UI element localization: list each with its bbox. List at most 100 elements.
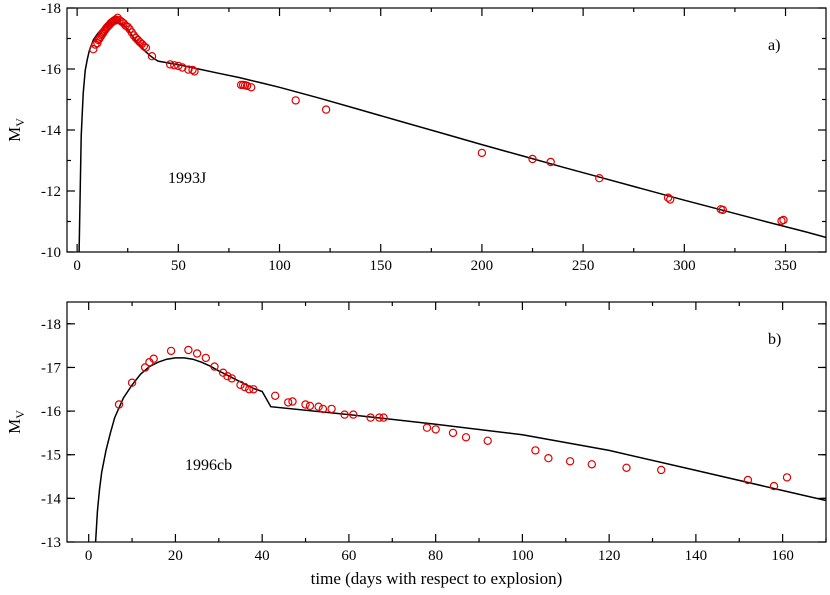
data-layer <box>78 13 826 252</box>
observed-point <box>89 45 98 54</box>
observed-point <box>477 148 487 158</box>
observed-point <box>531 446 540 455</box>
x-tick-label: 50 <box>171 258 186 274</box>
x-tick-label: 160 <box>771 548 794 564</box>
supernova-annotation: 1996cb <box>185 457 232 474</box>
y-tick-label: -18 <box>41 317 61 333</box>
observed-point <box>271 391 280 400</box>
observed-point <box>288 397 297 406</box>
observed-point <box>127 378 137 387</box>
y-tick-label: -16 <box>41 404 61 420</box>
observed-point <box>114 400 124 409</box>
observed-point <box>375 413 384 422</box>
panel-a-1993J: 0 50 100 150 200 250 300 350 -10 -12 -14 -16 -18 MV a)… <box>5 1 827 274</box>
observed-point <box>141 43 151 52</box>
observed-point <box>201 353 210 363</box>
x-tick-label: 100 <box>268 258 291 274</box>
panel-b-1996cb: 0 20 40 60 80 100 120 140 160 -13 -14 -15 -16 -17 -18 M… <box>5 301 827 588</box>
observed-point <box>314 402 323 411</box>
observed-point <box>242 81 252 91</box>
y-tick-label: -18 <box>41 1 61 17</box>
observed-point <box>174 61 183 71</box>
x-tick-label: 120 <box>598 548 621 564</box>
observed-point <box>318 404 328 414</box>
y-tick-label: -15 <box>41 448 61 464</box>
observed-point <box>769 481 779 491</box>
observed-point <box>184 345 193 355</box>
x-tick-label: 150 <box>369 258 392 274</box>
observed-point <box>236 380 245 390</box>
x-tick-label: 250 <box>572 258 595 274</box>
observed-point <box>743 475 753 485</box>
observed-point <box>528 154 537 164</box>
observed-point <box>165 60 175 69</box>
observed-point <box>240 382 249 392</box>
observed-point <box>587 460 597 469</box>
observed-point <box>166 346 176 356</box>
y-axis-label: MV <box>5 118 27 142</box>
observed-point <box>483 436 492 445</box>
observed-point <box>349 410 358 419</box>
y-axis-label: MV <box>5 410 27 434</box>
observed-point <box>188 65 197 75</box>
supernova-annotation: 1993J <box>168 170 206 187</box>
observed-point <box>622 463 631 472</box>
observed-point <box>657 465 666 475</box>
plot-frame <box>66 301 827 543</box>
observed-point <box>284 398 293 407</box>
x-tick-label: 200 <box>471 258 494 274</box>
observed-point <box>366 413 375 422</box>
observed-point <box>663 193 673 202</box>
observed-point <box>223 372 232 381</box>
model-curve <box>94 357 826 542</box>
x-tick-label: 0 <box>73 258 81 274</box>
observed-point <box>147 52 157 61</box>
observed-point <box>565 457 575 466</box>
y-tick-label: -14 <box>41 123 61 139</box>
x-tick-label: 80 <box>428 548 443 564</box>
observed-point <box>301 400 310 409</box>
x-tick-label: 300 <box>673 258 696 274</box>
panel-label: a) <box>768 37 780 54</box>
panel-label: b) <box>768 331 781 348</box>
observed-point <box>190 67 199 76</box>
observed-point <box>379 413 388 422</box>
x-tick-label: 140 <box>685 548 708 564</box>
observed-point <box>192 349 202 358</box>
model-curve <box>78 21 826 252</box>
observed-point <box>544 454 553 463</box>
observed-point <box>431 425 440 434</box>
observed-point <box>666 195 675 204</box>
x-tick-label: 0 <box>85 548 93 564</box>
observed-point <box>779 215 788 225</box>
observed-point <box>184 65 193 74</box>
y-tick-label: -14 <box>41 491 61 507</box>
observed-point <box>340 410 349 419</box>
observed-point <box>246 83 256 92</box>
observed-point <box>139 41 149 51</box>
observed-point <box>321 105 331 114</box>
y-tick-label: -10 <box>41 245 61 261</box>
plot-frame <box>66 7 827 253</box>
x-tick-label: 60 <box>341 548 356 564</box>
observed-point <box>718 205 728 215</box>
x-tick-label: 20 <box>168 548 183 564</box>
observed-point <box>249 385 258 394</box>
observed-point <box>210 362 219 371</box>
y-tick-label: -17 <box>41 360 61 376</box>
observed-point <box>170 61 179 70</box>
observed-point <box>123 22 132 32</box>
observed-point <box>305 401 315 411</box>
observed-point <box>327 404 336 414</box>
data-layer <box>94 345 826 542</box>
observed-point <box>140 363 150 372</box>
observed-point <box>546 157 555 167</box>
observed-point <box>461 433 471 442</box>
observed-point <box>244 385 254 394</box>
y-tick-label: -16 <box>41 62 61 78</box>
observed-point <box>422 423 432 432</box>
observed-point <box>782 473 792 482</box>
x-tick-label: 350 <box>774 258 797 274</box>
x-tick-label: 100 <box>511 548 534 564</box>
